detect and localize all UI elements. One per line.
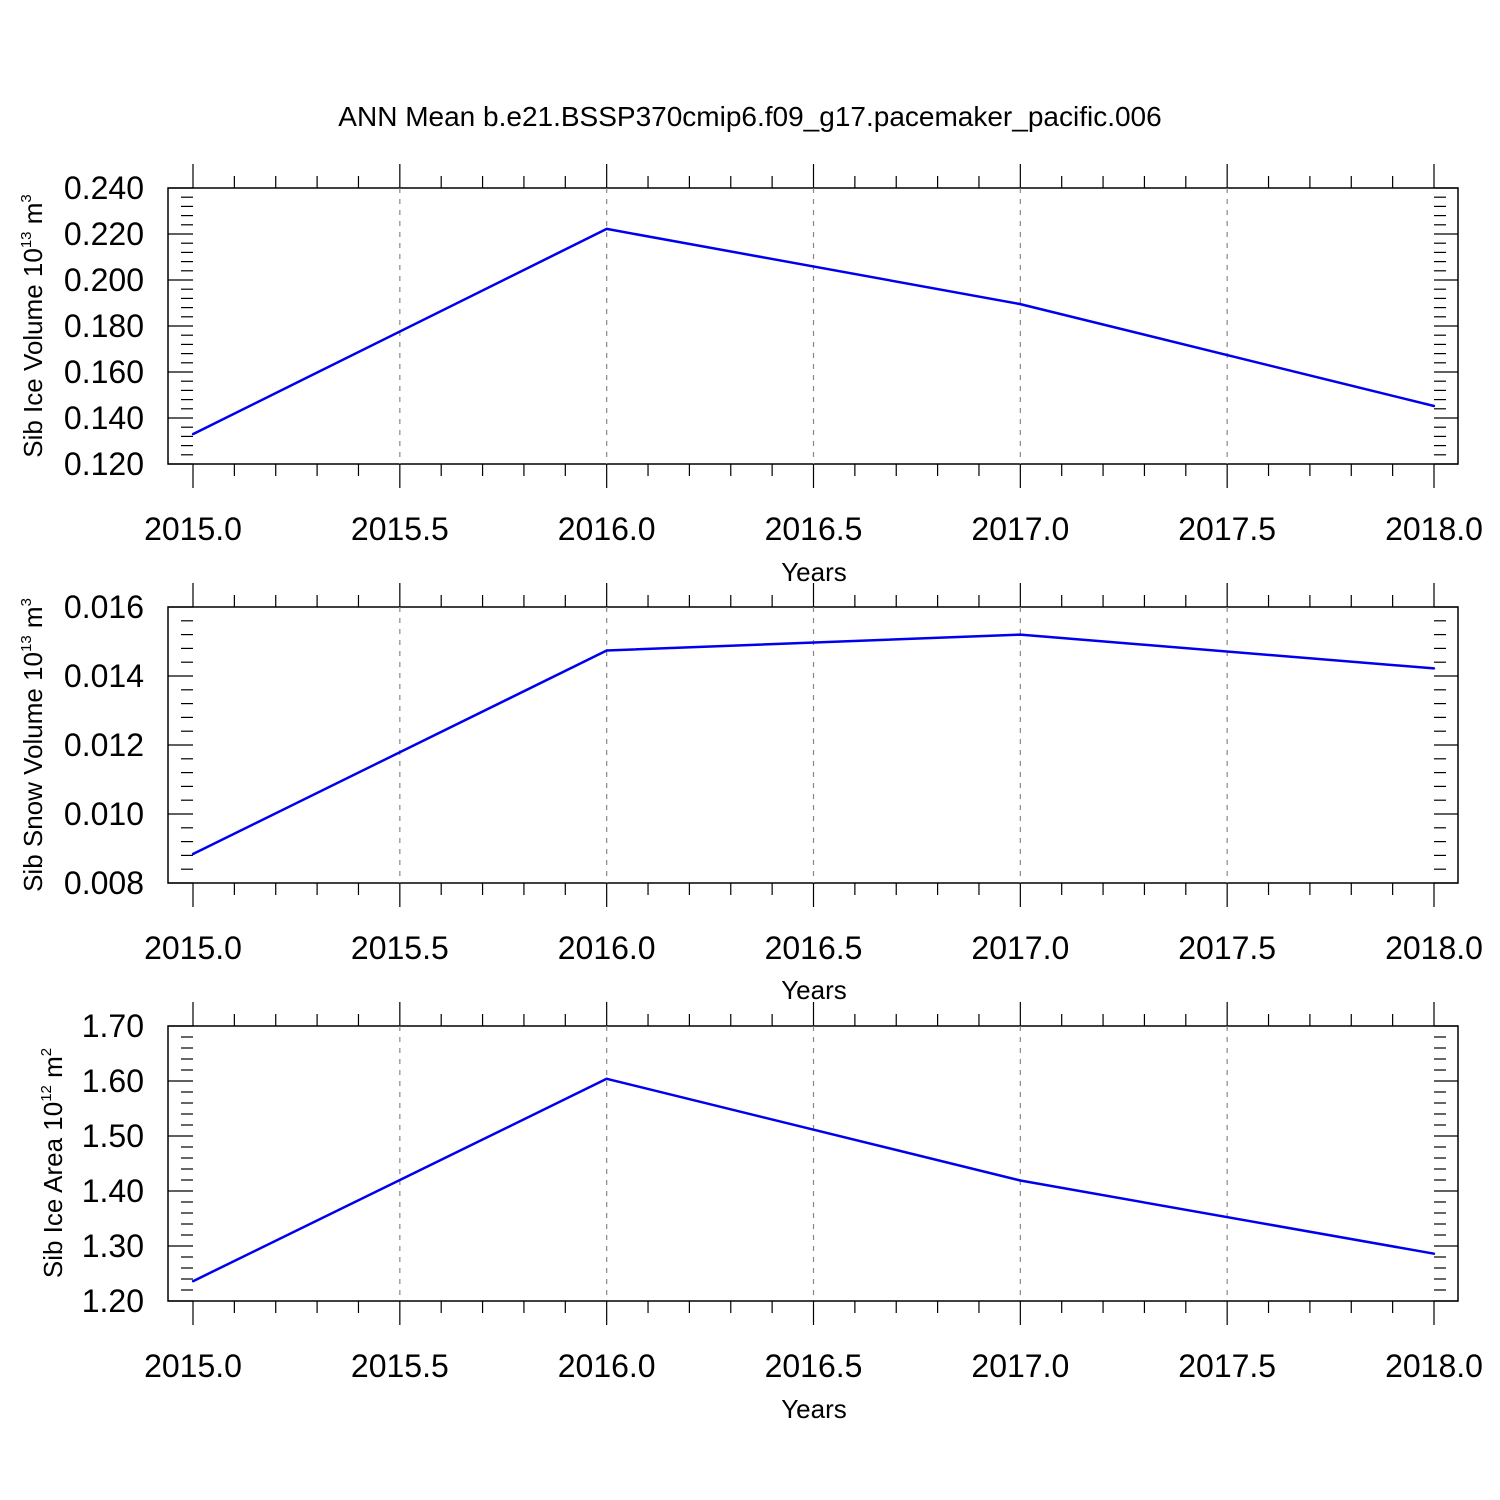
- y-tick-label: 1.30: [82, 1228, 144, 1264]
- y-axis-label: Sib Snow Volume 1013 m3: [18, 598, 48, 892]
- x-tick-label: 2015.5: [351, 511, 449, 547]
- y-tick-label: 1.50: [82, 1118, 144, 1154]
- data-point: [191, 1280, 195, 1283]
- x-tick-label: 2016.0: [558, 1348, 656, 1384]
- x-tick-label: 2015.0: [144, 930, 242, 966]
- y-tick-label: 1.60: [82, 1063, 144, 1099]
- x-tick-label: 2017.0: [971, 930, 1069, 966]
- y-axis-label: Sib Ice Area 1012 m2: [38, 1048, 68, 1278]
- x-tick-label: 2015.0: [144, 511, 242, 547]
- x-tick-label: 2017.5: [1178, 1348, 1276, 1384]
- panel-ice-volume: Years Sib Ice Volume 1013 m3 2015.0 2015.…: [18, 164, 1483, 587]
- y-tick-label: 0.120: [64, 446, 144, 482]
- x-tick-label: 2015.5: [351, 930, 449, 966]
- data-point: [191, 852, 195, 856]
- y-tick-label: 0.140: [64, 400, 144, 436]
- x-tick-label: 2016.5: [765, 930, 863, 966]
- x-tick-label: 2016.5: [765, 511, 863, 547]
- y-axis-label: Sib Ice Volume 1013 m3: [18, 194, 48, 458]
- y-tick-label: 0.016: [64, 589, 144, 625]
- series-line: [192, 1077, 1435, 1283]
- y-tick-label: 0.012: [64, 727, 144, 763]
- x-tick-label: 2015.5: [351, 1348, 449, 1384]
- data-point: [1432, 667, 1436, 670]
- data-point: [1019, 633, 1022, 636]
- y-tick-label: 0.014: [64, 658, 144, 694]
- data-point: [605, 227, 608, 231]
- x-tick-label: 2017.0: [971, 1348, 1069, 1384]
- x-tick-label: 2018.0: [1385, 1348, 1483, 1384]
- y-tick-label: 0.240: [64, 170, 144, 206]
- y-tick-label: 0.008: [64, 865, 144, 901]
- y-tick-label: 1.70: [82, 1008, 144, 1044]
- y-tick-label: 0.220: [64, 216, 144, 252]
- data-point: [1432, 1252, 1436, 1255]
- x-tick-label: 2017.5: [1178, 511, 1276, 547]
- x-tick-label: 2017.0: [971, 511, 1069, 547]
- x-tick-label: 2017.5: [1178, 930, 1276, 966]
- data-point: [605, 1077, 608, 1081]
- x-tick-label: 2018.0: [1385, 930, 1483, 966]
- data-point: [605, 649, 608, 652]
- y-tick-label: 1.40: [82, 1173, 144, 1209]
- x-tick-label: 2018.0: [1385, 511, 1483, 547]
- series-line: [192, 633, 1435, 856]
- data-point: [1019, 302, 1022, 306]
- y-tick-label: 0.010: [64, 796, 144, 832]
- x-tick-label: 2016.5: [765, 1348, 863, 1384]
- panel-ice-area: Years Sib Ice Area 1012 m2 2015.0 2015.5 2…: [38, 1002, 1483, 1424]
- y-tick-label: 0.160: [64, 354, 144, 390]
- y-tick-label: 0.200: [64, 262, 144, 298]
- x-axis-label: Years: [781, 557, 847, 587]
- data-point: [1019, 1179, 1022, 1182]
- x-tick-label: 2016.0: [558, 511, 656, 547]
- data-point: [1432, 404, 1436, 408]
- data-point: [191, 432, 195, 436]
- x-tick-label: 2015.0: [144, 1348, 242, 1384]
- x-axis-label: Years: [781, 1394, 847, 1424]
- x-axis-label: Years: [781, 975, 847, 1005]
- panel-snow-volume: Years Sib Snow Volume 1013 m3 2015.0 2015…: [18, 583, 1483, 1005]
- y-tick-label: 1.20: [82, 1283, 144, 1319]
- series-line: [192, 227, 1435, 436]
- y-tick-label: 0.180: [64, 308, 144, 344]
- x-tick-label: 2016.0: [558, 930, 656, 966]
- figure-title: ANN Mean b.e21.BSSP370cmip6.f09_g17.pace…: [338, 101, 1161, 132]
